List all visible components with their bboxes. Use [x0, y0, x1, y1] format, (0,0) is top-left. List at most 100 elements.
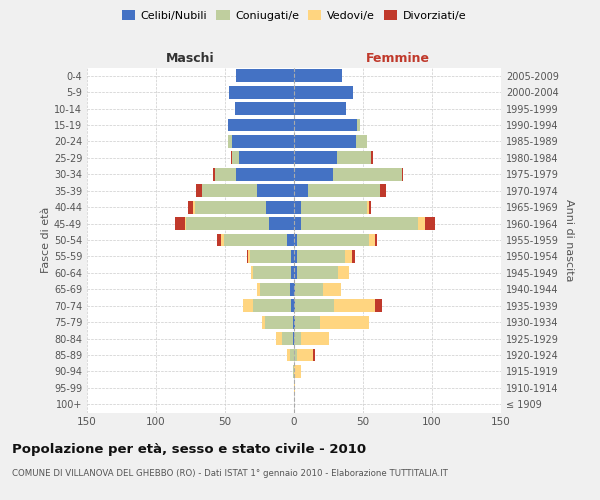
Bar [345, 250, 352, 263]
Bar [262, 316, 265, 328]
Bar [332, 168, 401, 180]
Bar [247, 250, 248, 263]
Bar [290, 348, 294, 362]
Bar [294, 300, 295, 312]
Bar [291, 300, 294, 312]
Bar [175, 217, 185, 230]
Bar [301, 332, 329, 345]
Bar [294, 348, 297, 362]
Bar [194, 200, 266, 213]
Text: Femmine: Femmine [365, 52, 430, 65]
Bar [224, 234, 287, 246]
Bar [232, 135, 294, 148]
Bar [313, 348, 315, 362]
Bar [229, 86, 294, 98]
Bar [266, 200, 294, 213]
Bar [253, 266, 291, 280]
Bar [295, 300, 334, 312]
Bar [185, 217, 187, 230]
Bar [243, 300, 253, 312]
Bar [236, 70, 294, 82]
Bar [196, 184, 202, 197]
Bar [308, 184, 380, 197]
Bar [294, 266, 297, 280]
Bar [293, 365, 294, 378]
Bar [294, 234, 297, 246]
Bar [257, 184, 294, 197]
Bar [260, 283, 290, 296]
Bar [294, 184, 308, 197]
Bar [290, 283, 294, 296]
Y-axis label: Anni di nascita: Anni di nascita [564, 198, 574, 281]
Bar [212, 168, 215, 180]
Bar [188, 200, 193, 213]
Bar [269, 217, 294, 230]
Bar [294, 200, 301, 213]
Text: Popolazione per età, sesso e stato civile - 2010: Popolazione per età, sesso e stato civil… [12, 442, 366, 456]
Bar [217, 234, 221, 246]
Bar [294, 382, 295, 394]
Bar [297, 266, 338, 280]
Bar [239, 152, 294, 164]
Bar [235, 102, 294, 115]
Bar [294, 86, 353, 98]
Bar [257, 283, 260, 296]
Bar [334, 300, 376, 312]
Bar [202, 184, 257, 197]
Bar [281, 332, 293, 345]
Bar [232, 152, 239, 164]
Bar [367, 200, 368, 213]
Bar [371, 152, 373, 164]
Bar [294, 118, 358, 132]
Bar [301, 217, 418, 230]
Y-axis label: Fasce di età: Fasce di età [41, 207, 51, 273]
Bar [356, 135, 367, 148]
Bar [291, 250, 294, 263]
Bar [294, 70, 343, 82]
Bar [294, 316, 295, 328]
Bar [358, 118, 360, 132]
Text: COMUNE DI VILLANOVA DEL GHEBBO (RO) - Dati ISTAT 1° gennaio 2010 - Elaborazione : COMUNE DI VILLANOVA DEL GHEBBO (RO) - Da… [12, 469, 448, 478]
Bar [265, 316, 293, 328]
Bar [368, 234, 376, 246]
Bar [291, 266, 294, 280]
Bar [294, 283, 295, 296]
Bar [293, 316, 294, 328]
Bar [294, 152, 337, 164]
Bar [297, 234, 368, 246]
Bar [250, 250, 291, 263]
Bar [287, 348, 290, 362]
Bar [401, 168, 403, 180]
Bar [236, 168, 294, 180]
Bar [276, 332, 281, 345]
Bar [338, 266, 349, 280]
Bar [230, 152, 232, 164]
Bar [294, 168, 332, 180]
Bar [293, 332, 294, 345]
Bar [294, 332, 301, 345]
Bar [221, 234, 224, 246]
Bar [376, 234, 377, 246]
Bar [287, 234, 294, 246]
Bar [301, 200, 367, 213]
Bar [228, 118, 294, 132]
Bar [337, 152, 371, 164]
Bar [425, 217, 435, 230]
Bar [297, 250, 345, 263]
Bar [380, 184, 386, 197]
Bar [251, 266, 253, 280]
Bar [294, 365, 301, 378]
Bar [295, 283, 323, 296]
Bar [352, 250, 355, 263]
Bar [294, 135, 356, 148]
Bar [187, 217, 269, 230]
Bar [228, 135, 232, 148]
Bar [294, 250, 297, 263]
Bar [320, 316, 368, 328]
Text: Maschi: Maschi [166, 52, 215, 65]
Bar [323, 283, 341, 296]
Bar [368, 200, 371, 213]
Bar [297, 348, 313, 362]
Legend: Celibi/Nubili, Coniugati/e, Vedovi/e, Divorziati/e: Celibi/Nubili, Coniugati/e, Vedovi/e, Di… [118, 6, 470, 25]
Bar [193, 200, 194, 213]
